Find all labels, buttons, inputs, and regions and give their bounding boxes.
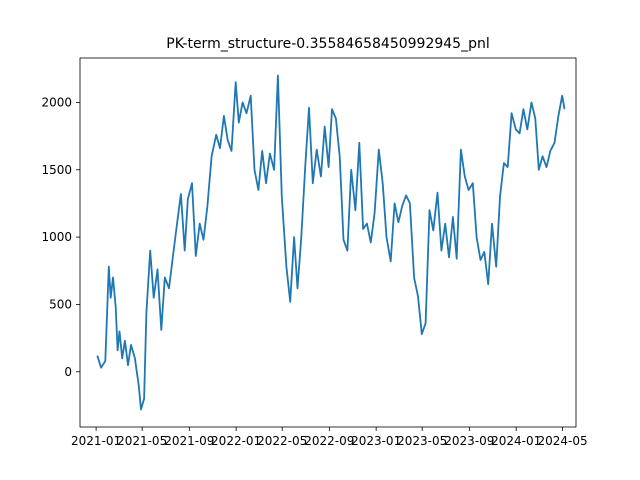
x-tick-label: 2023-05 (397, 434, 447, 448)
x-tick-label: 2022-01 (211, 434, 261, 448)
y-tick-label: 2000 (41, 95, 72, 109)
chart-title: PK-term_structure-0.35584658450992945_pn… (166, 36, 489, 52)
x-tick-label: 2021-05 (117, 434, 167, 448)
y-tick-label: 500 (49, 297, 72, 311)
x-tick-label: 2023-01 (351, 434, 401, 448)
axes-frame (79, 57, 577, 428)
x-tick-label: 2023-09 (444, 434, 494, 448)
pnl-series-line (96, 74, 566, 411)
x-tick-label: 2022-09 (304, 434, 354, 448)
x-tick-label: 2021-09 (164, 434, 214, 448)
y-tick-label: 1500 (41, 163, 72, 177)
plot-area (96, 74, 566, 411)
x-axis: 2021-012021-052021-092022-012022-052022-… (71, 427, 588, 448)
x-tick-label: 2024-01 (491, 434, 541, 448)
y-tick-label: 1000 (41, 230, 72, 244)
x-tick-label: 2024-05 (538, 434, 588, 448)
y-axis: 0 500 1000 1500 2000 (41, 95, 80, 379)
x-tick-label: 2022-05 (257, 434, 307, 448)
x-tick-label: 2021-01 (71, 434, 121, 448)
y-tick-label: 0 (64, 365, 72, 379)
